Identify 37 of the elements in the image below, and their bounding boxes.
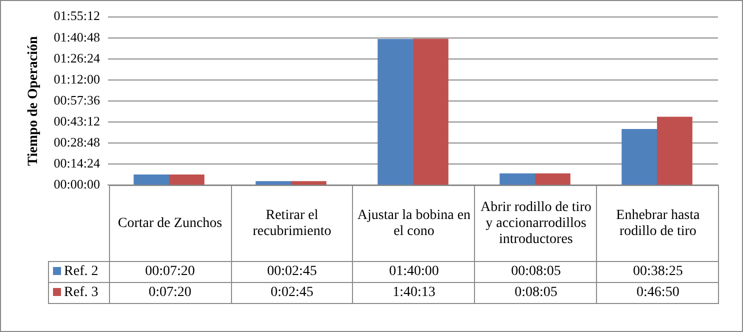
x-tick-label: Retirar el recubrimiento xyxy=(231,186,353,262)
data-label: 0:07:20 xyxy=(109,282,231,304)
bar xyxy=(622,129,658,185)
bar xyxy=(535,173,570,185)
y-tick-label: 00:43:12 xyxy=(54,113,100,128)
x-tick-label: Enhebrar hasta rodillo de tiro xyxy=(596,186,719,262)
data-label: 0:08:05 xyxy=(474,282,597,304)
bar xyxy=(291,181,326,185)
bar xyxy=(134,174,170,185)
x-tick-label: Abrir rodillo de tiro y accionarrodillos introductores xyxy=(474,186,597,262)
y-tick-label: 00:14:24 xyxy=(54,156,101,171)
bar xyxy=(169,174,204,185)
legend-label: Ref. 3 xyxy=(48,282,110,304)
data-label: 00:38:25 xyxy=(596,262,719,283)
y-tick-label: 00:57:36 xyxy=(54,92,101,108)
data-label: 00:02:45 xyxy=(231,262,353,283)
data-label: 01:40:00 xyxy=(352,262,475,283)
y-tick-label: 01:55:12 xyxy=(54,8,100,24)
data-label: 0:02:45 xyxy=(231,282,353,304)
bar xyxy=(500,173,536,185)
y-tick-label: 01:26:24 xyxy=(54,50,101,66)
x-tick-label: Ajustar la bobina en el cono xyxy=(352,186,475,262)
data-label: 0:46:50 xyxy=(596,282,719,304)
data-label: 00:08:05 xyxy=(474,262,597,283)
data-label: 1:40:13 xyxy=(352,282,475,304)
bar xyxy=(256,181,292,185)
x-tick-label: Cortar de Zunchos xyxy=(109,186,231,262)
y-tick-label: 00:28:48 xyxy=(54,134,100,150)
y-tick-label: 00:00:00 xyxy=(54,176,100,192)
bar xyxy=(413,38,448,185)
bar xyxy=(378,39,414,185)
bar xyxy=(657,116,692,185)
y-tick-label: 01:40:48 xyxy=(54,29,100,44)
legend-label: Ref. 2 xyxy=(48,262,110,283)
y-tick-label: 01:12:00 xyxy=(54,71,100,86)
y-axis-title: Tiempo de Operación xyxy=(26,36,42,166)
data-label: 00:07:20 xyxy=(109,262,231,283)
